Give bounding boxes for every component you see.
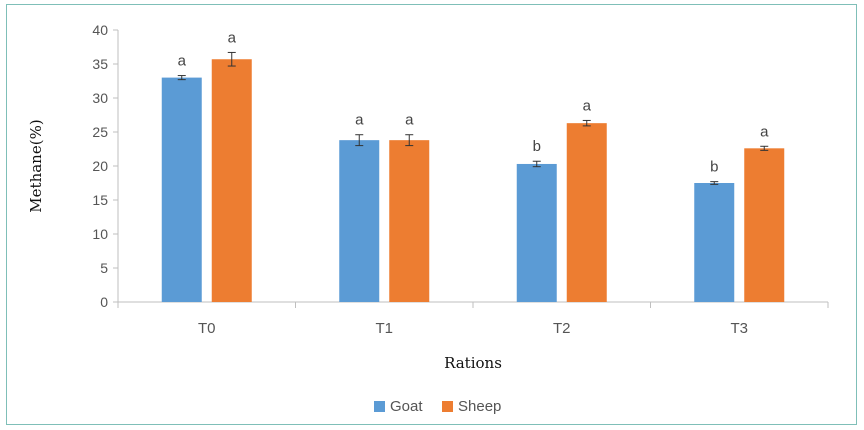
significance-label: a [228, 29, 237, 46]
x-tick-label: T1 [375, 320, 393, 337]
legend: Goat Sheep [374, 398, 501, 415]
significance-label: a [355, 112, 364, 129]
significance-label: a [760, 123, 769, 140]
y-tick-label: 5 [100, 260, 108, 276]
y-axis: 0 5 10 15 20 25 30 35 40 [92, 22, 119, 310]
significance-label: a [583, 97, 592, 114]
legend-label-sheep: Sheep [458, 398, 501, 415]
x-tick-label: T3 [730, 320, 748, 337]
legend-swatch-sheep [442, 401, 453, 412]
x-axis-title: Rations [444, 354, 502, 372]
bars: a a a a b a b a [161, 29, 785, 302]
x-tick-label: T0 [198, 320, 216, 337]
y-tick-label: 35 [92, 56, 108, 72]
y-tick-label: 25 [92, 124, 108, 140]
significance-label: b [533, 138, 541, 155]
bar-sheep-t2 [566, 123, 607, 302]
y-tick-label: 30 [92, 90, 108, 106]
y-tick-label: 40 [92, 22, 108, 38]
significance-label: a [178, 53, 187, 70]
bar-sheep-t3 [744, 148, 785, 302]
bar-goat-t1 [339, 140, 380, 302]
legend-swatch-goat [374, 401, 385, 412]
y-axis-title: Methane(%) [27, 119, 45, 212]
bar-goat-t3 [694, 183, 735, 302]
significance-label: a [405, 112, 414, 129]
y-tick-label: 15 [92, 192, 108, 208]
bar-goat-t0 [161, 77, 202, 302]
y-tick-label: 0 [100, 294, 108, 310]
bar-sheep-t1 [389, 140, 430, 302]
bar-sheep-t0 [211, 59, 252, 302]
y-tick-label: 20 [92, 158, 108, 174]
x-tick-label: T2 [553, 320, 571, 337]
y-tick-label: 10 [92, 226, 108, 242]
bar-goat-t2 [516, 163, 557, 302]
legend-label-goat: Goat [390, 398, 423, 415]
x-axis: T0 T1 T2 T3 [117, 301, 829, 337]
significance-label: b [710, 159, 718, 176]
